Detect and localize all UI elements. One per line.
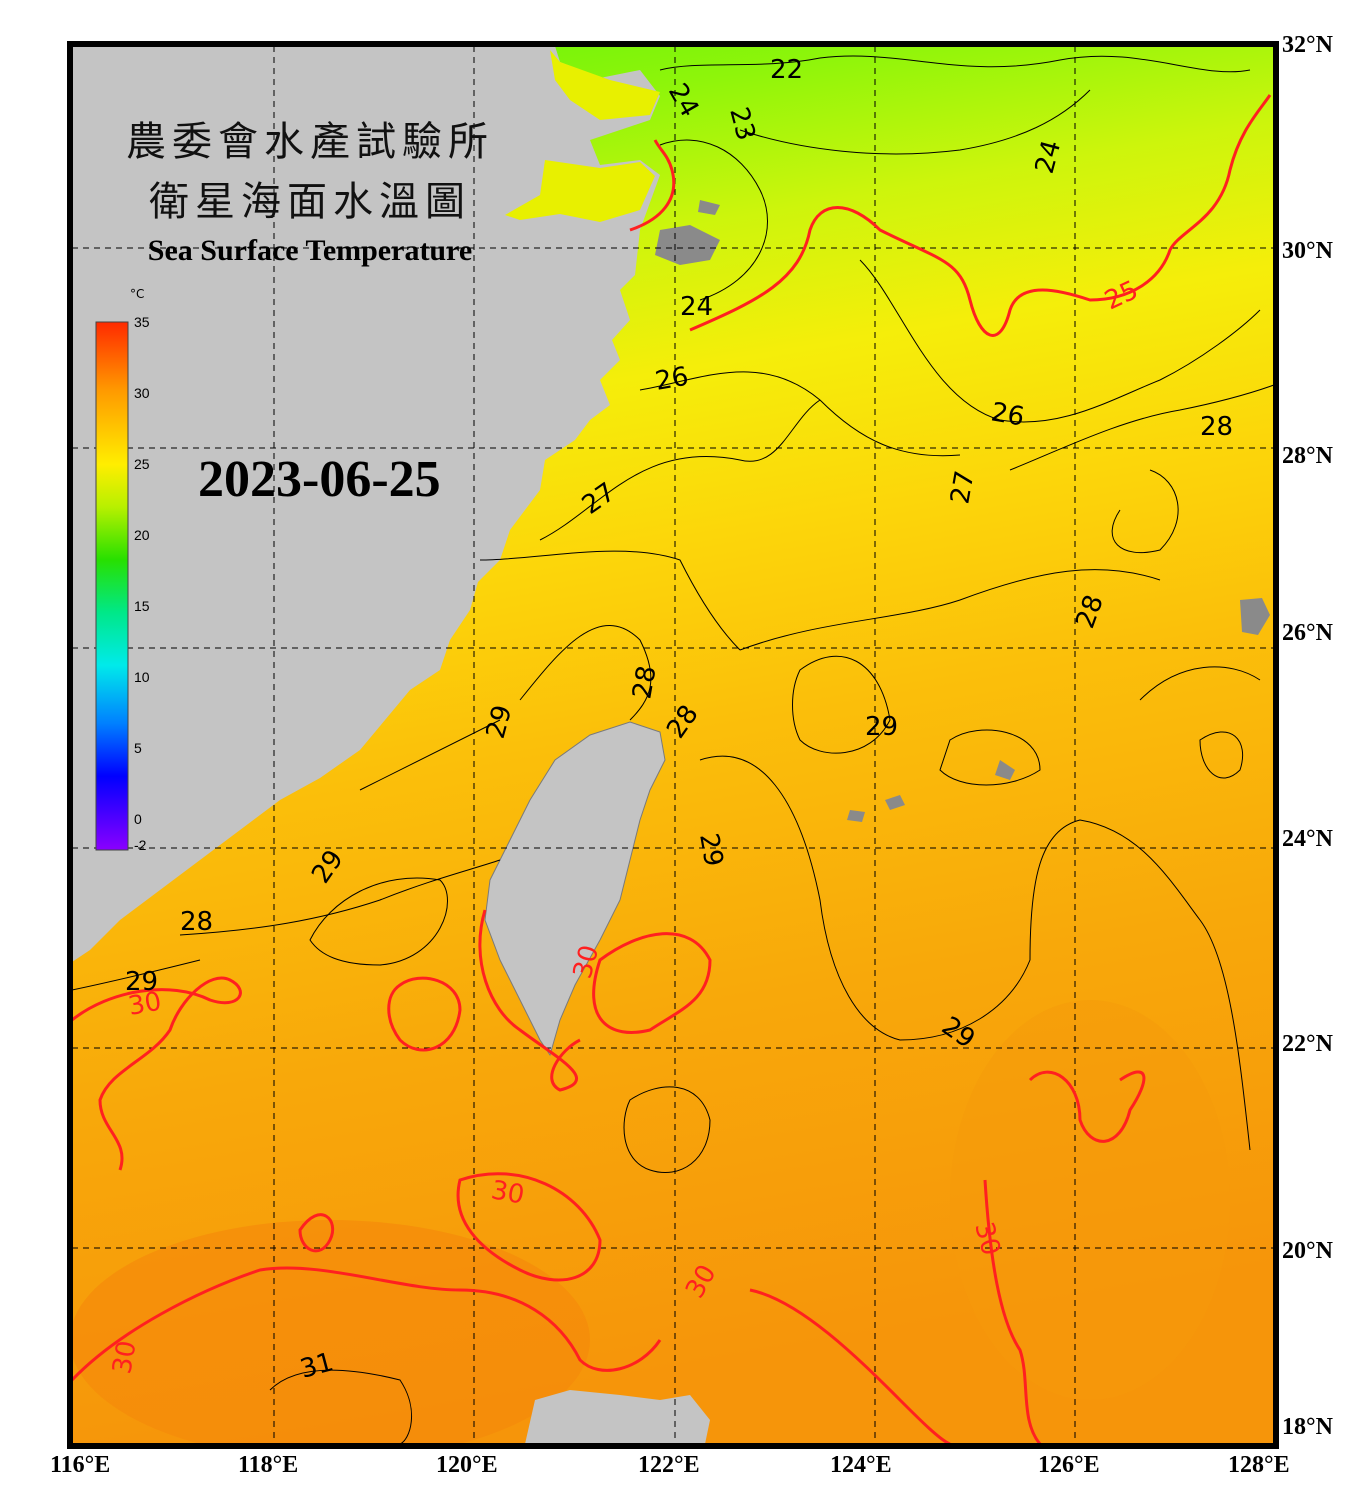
longitude-label: 128°E xyxy=(1228,1452,1290,1478)
colorbar-unit: °C xyxy=(130,287,145,301)
latitude-label: 28°N xyxy=(1282,443,1333,469)
land-zhoushan xyxy=(655,200,720,265)
contour-value-label: 22 xyxy=(770,55,803,85)
longitude-label: 122°E xyxy=(638,1452,700,1478)
contour-value-label: 29 xyxy=(865,712,898,742)
latitude-label: 30°N xyxy=(1282,238,1333,264)
land-china xyxy=(72,46,660,962)
colorbar-tick: 5 xyxy=(134,740,142,756)
colorbar-tick: 35 xyxy=(134,314,150,330)
date-label: 2023-06-25 xyxy=(198,451,441,508)
land-taiwan xyxy=(484,721,666,1057)
colorbar-tick: 25 xyxy=(134,456,150,472)
colorbar-tick: 0 xyxy=(134,811,142,827)
title-agency: 農委會水產試驗所 xyxy=(126,119,494,165)
warm-patch xyxy=(72,1220,590,1444)
contour-value-label: 28 xyxy=(1200,412,1233,442)
colorbar xyxy=(95,321,129,851)
graticule xyxy=(72,46,1274,1444)
latitude-label: 22°N xyxy=(1282,1031,1333,1057)
colorbar-tick: 20 xyxy=(134,527,150,543)
contours-black xyxy=(72,55,1274,1444)
contour-value-label: 30 xyxy=(107,1338,142,1376)
river-mouth xyxy=(505,160,655,222)
title-chart: 衛星海面水溫圖 xyxy=(149,179,471,225)
latitude-label: 18°N xyxy=(1282,1414,1333,1440)
contour-value-label: 26 xyxy=(653,362,691,397)
latitude-label: 20°N xyxy=(1282,1238,1333,1264)
contour-value-label: 29 xyxy=(693,831,728,869)
map-frame xyxy=(67,41,1279,1449)
contour-value-label: 26 xyxy=(989,397,1027,432)
longitude-label: 126°E xyxy=(1038,1452,1100,1478)
contours-red xyxy=(72,94,1272,1444)
contour-value-label: 30 xyxy=(126,987,164,1022)
latitude-label: 26°N xyxy=(1282,620,1333,646)
contour-value-label: 28 xyxy=(180,907,213,937)
colorbar-tick: -2 xyxy=(134,837,147,853)
longitude-label: 124°E xyxy=(830,1452,892,1478)
contour-value-label: 27 xyxy=(945,468,980,506)
land-islands xyxy=(847,598,1270,822)
latitude-label: 24°N xyxy=(1282,826,1333,852)
longitude-label: 118°E xyxy=(238,1452,299,1478)
contour-value-label: 29 xyxy=(125,967,158,997)
land-luzon xyxy=(525,1390,710,1444)
title-english: Sea Surface Temperature xyxy=(147,234,473,267)
colorbar-tick: 10 xyxy=(134,669,150,685)
title-block: 農委會水產試驗所 衛星海面水溫圖 Sea Surface Temperature xyxy=(100,112,520,268)
latitude-label: 32°N xyxy=(1282,32,1333,58)
longitude-label: 116°E xyxy=(50,1452,111,1478)
contour-value-label: 24 xyxy=(680,292,713,322)
warm-patch xyxy=(950,1000,1230,1400)
contour-value-label: 28 xyxy=(627,663,662,701)
river-estuary xyxy=(550,50,660,120)
longitude-label: 120°E xyxy=(436,1452,498,1478)
contour-value-label: 30 xyxy=(489,1175,527,1210)
colorbar-tick: 30 xyxy=(134,385,150,401)
colorbar-tick: 15 xyxy=(134,598,150,614)
